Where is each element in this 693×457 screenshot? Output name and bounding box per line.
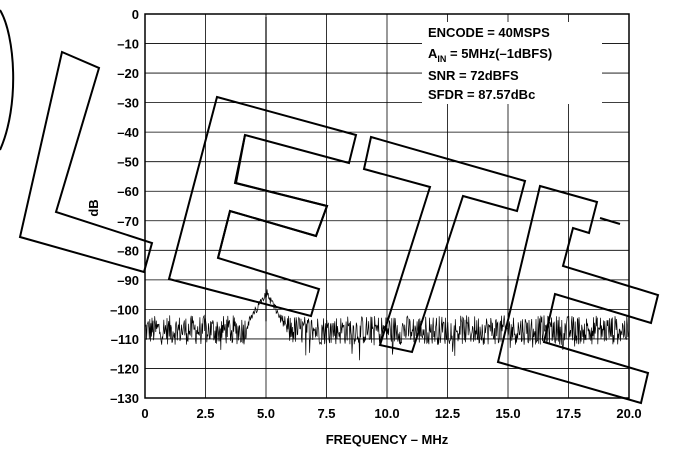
annotation-ain: AIN = 5MHz(–1dBFS) [428, 46, 552, 64]
y-tick-label: –70 [117, 214, 139, 229]
spectrum-trace [144, 289, 630, 361]
annotation-box: ENCODE = 40MSPS AIN = 5MHz(–1dBFS) SNR =… [422, 22, 602, 104]
x-tick-label: 10.0 [374, 406, 399, 421]
obsolete-watermark [0, 9, 660, 405]
y-tick-label: –20 [117, 66, 139, 81]
watermark-letter-t [496, 184, 660, 405]
y-tick-label: –40 [117, 125, 139, 140]
plot-frame [144, 13, 630, 399]
y-tick-label: –120 [110, 361, 139, 376]
y-tick-label: –90 [117, 273, 139, 288]
x-tick-label: 15.0 [495, 406, 520, 421]
x-tick-label: 7.5 [317, 406, 335, 421]
tick-labels: 0 –10 –20 –30 –40 –50 –60 –70 –80 –90 –100 –110 –120… [110, 7, 642, 421]
x-tick-label: 20.0 [616, 406, 641, 421]
x-tick-label: 17.5 [556, 406, 581, 421]
x-axis-label: FREQUENCY – MHz [326, 432, 449, 447]
y-tick-label: –110 [111, 332, 139, 347]
watermark-letter-e [599, 217, 621, 225]
y-tick-label: 0 [132, 7, 139, 22]
y-tick-label: –130 [110, 391, 139, 406]
x-tick-label: 5.0 [257, 406, 275, 421]
y-tick-label: –10 [117, 37, 139, 52]
annotation-sfdr: SFDR = 87.57dBc [428, 87, 535, 102]
watermark-letter-o [0, 9, 15, 151]
watermark-letter-s [167, 95, 358, 318]
watermark-letter-l [362, 135, 527, 354]
watermark-letter-o-inner [217, 134, 329, 259]
y-tick-label: –30 [117, 96, 139, 111]
y-tick-label: –60 [117, 184, 139, 199]
x-tick-label: 2.5 [196, 406, 214, 421]
annotation-snr: SNR = 72dBFS [428, 68, 519, 83]
y-tick-label: –50 [117, 155, 139, 170]
x-tick-label: 0 [141, 406, 148, 421]
annotation-encode: ENCODE = 40MSPS [428, 25, 550, 40]
y-axis-label: dB [86, 199, 101, 216]
x-tick-label: 12.5 [435, 406, 460, 421]
y-tick-label: –80 [117, 243, 139, 258]
y-tick-label: –100 [110, 302, 139, 317]
spectrum-trace-group [144, 16, 630, 361]
watermark-letter-b [18, 50, 154, 274]
